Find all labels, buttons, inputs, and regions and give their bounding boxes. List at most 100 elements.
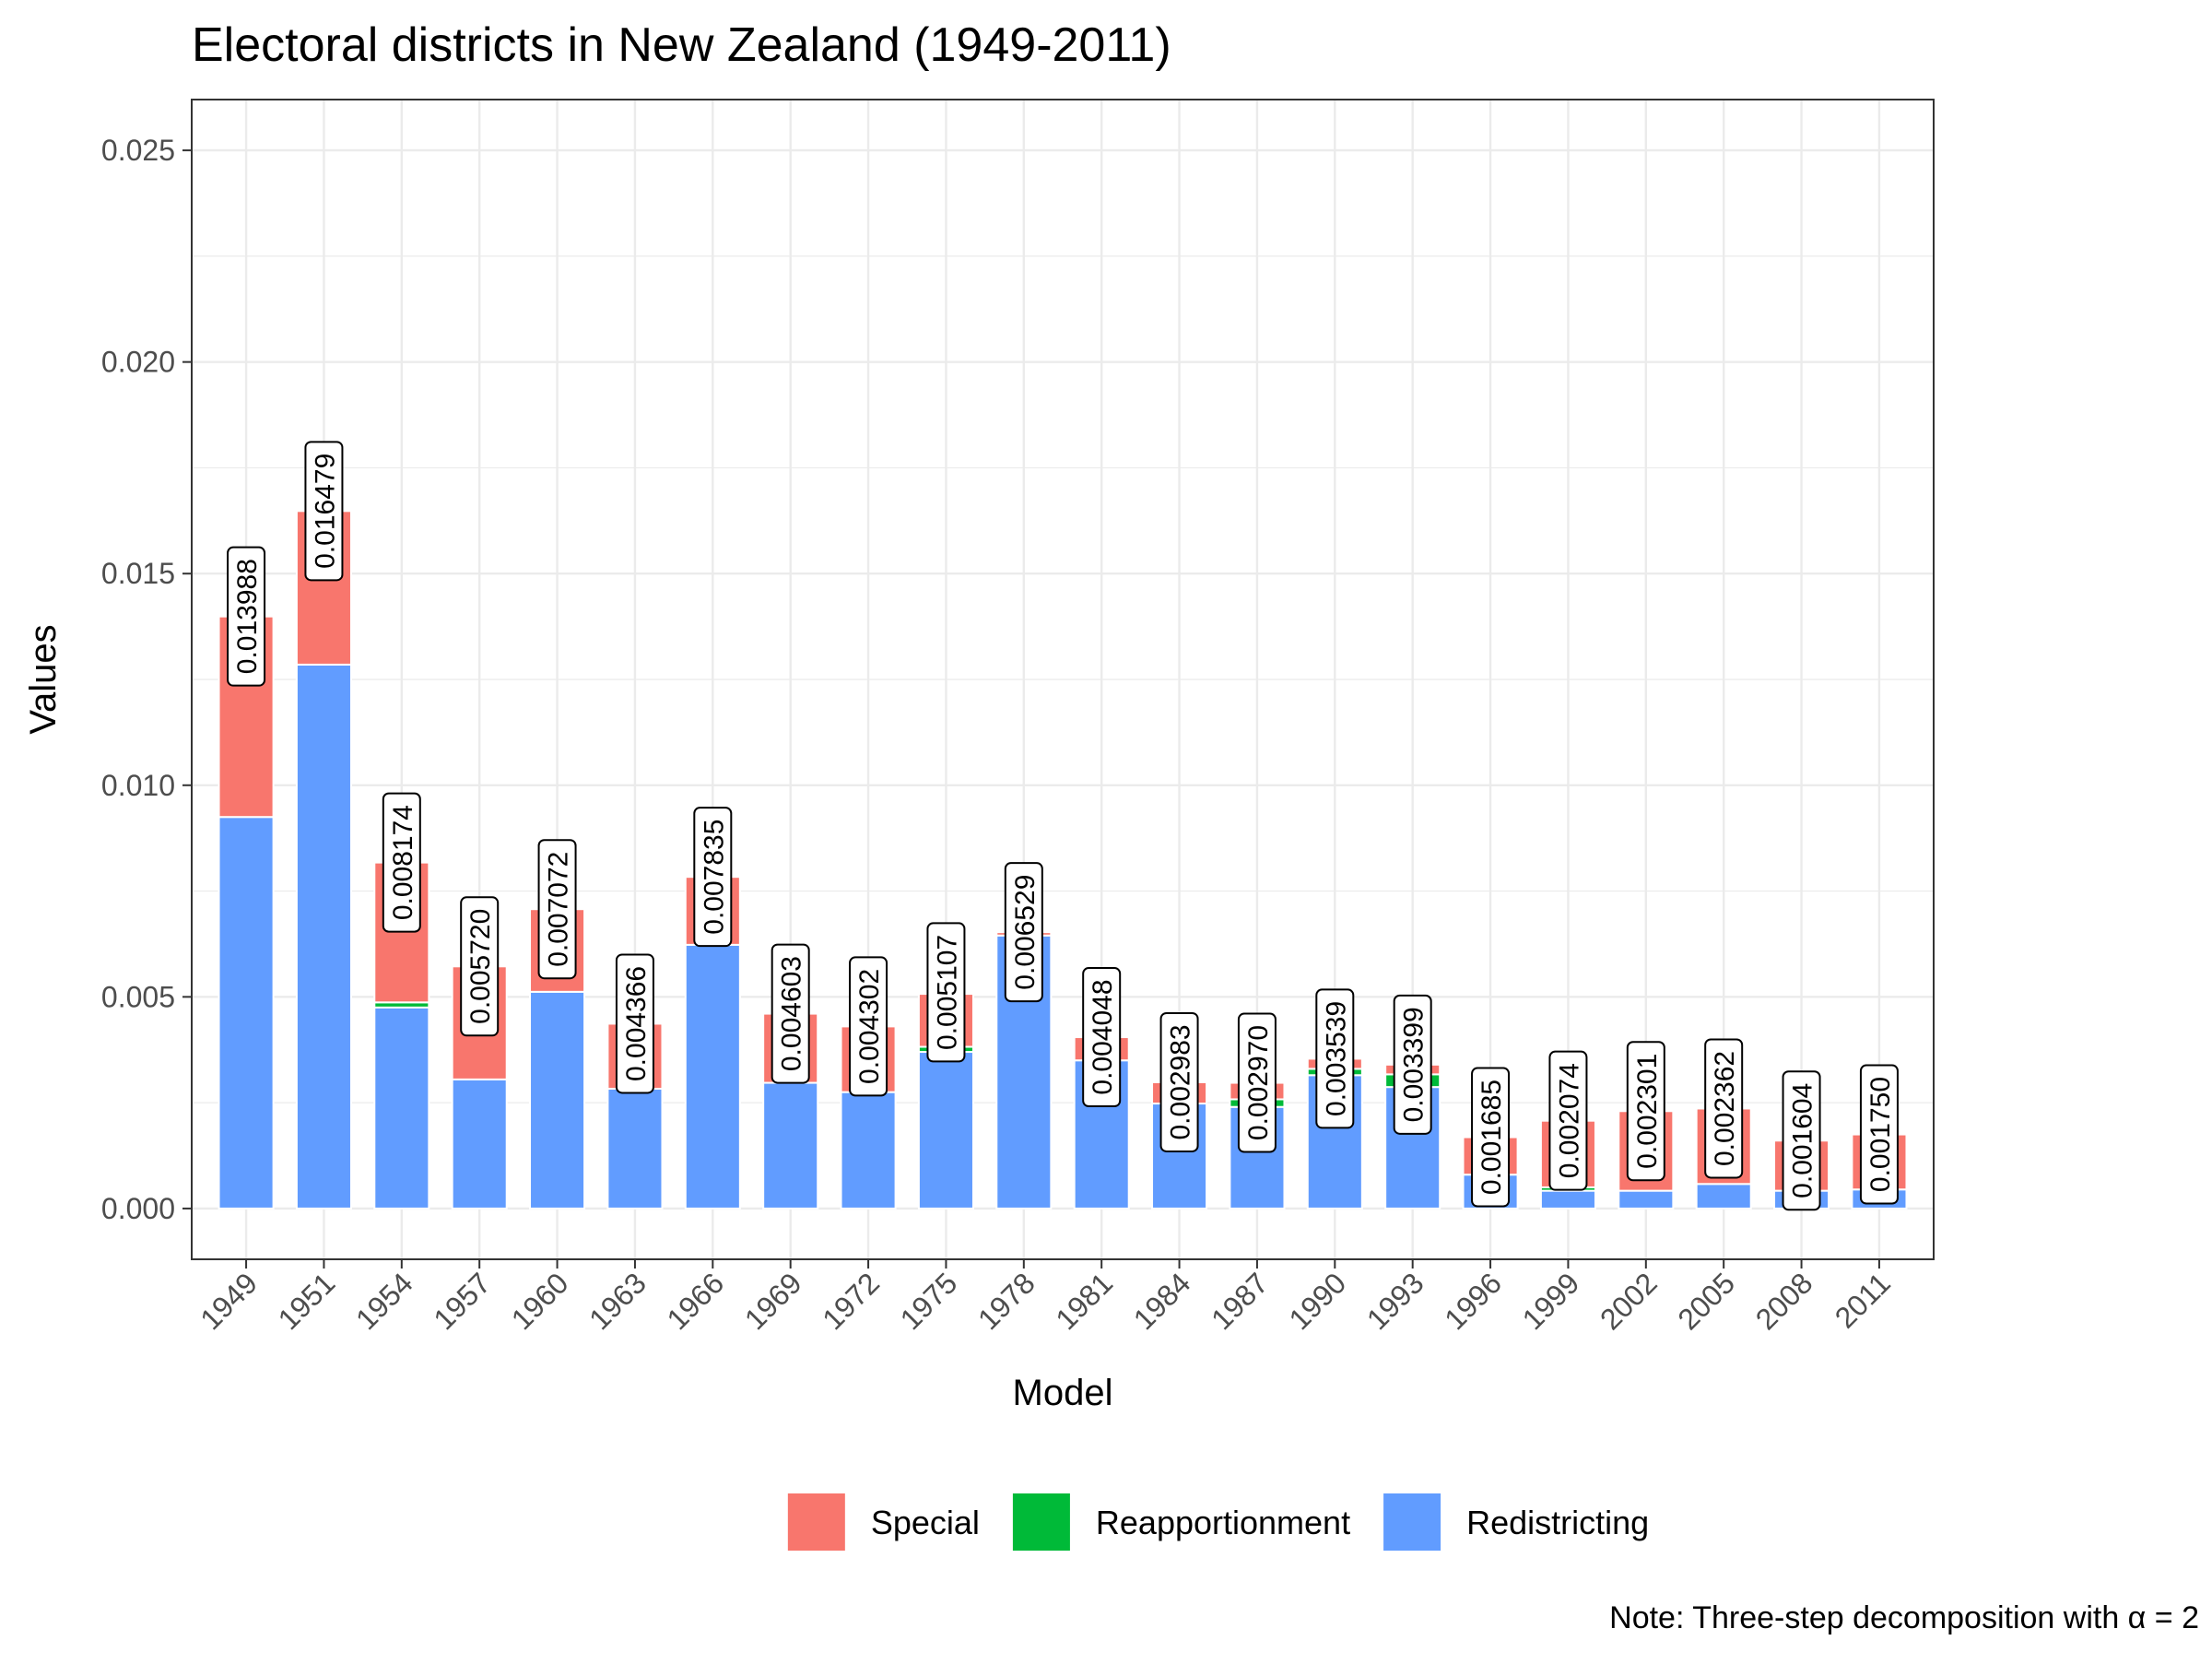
data-label-text: 0.007835 [699,820,729,935]
y-axis: 0.000 0.005 0.010 0.015 0.020 0.025 [101,134,192,1225]
x-axis-title: Model [1013,1373,1113,1413]
bar-redistricting-1966 [684,943,741,1210]
bar-redistricting-1999 [1539,1189,1596,1210]
y-tick-label: 0.020 [101,346,175,379]
legend-key-special [787,1493,845,1551]
data-label-box [227,546,266,687]
data-label-text: 0.005107 [932,935,962,1050]
data-label-text: 0.004366 [621,966,652,1081]
data-label-1972: 0.004302 [849,956,888,1097]
data-label-1966: 0.007835 [693,807,733,948]
data-label-1984: 0.002983 [1159,1011,1199,1152]
x-tick-label-1978: 1978 [971,1266,1041,1336]
data-label-text: 0.003539 [1321,1001,1351,1116]
data-label-box [1859,1064,1899,1205]
data-label-text: 0.004048 [1088,979,1118,1094]
x-tick-label-1987: 1987 [1205,1266,1275,1336]
chart-title: Electoral districts in New Zealand (1949… [192,18,1171,72]
bar-redistricting-1960 [529,990,586,1210]
data-label-box [1626,1041,1665,1182]
data-label-box [1082,967,1122,1108]
bar-redistricting-2005 [1695,1183,1752,1210]
data-label-text: 0.004603 [777,956,807,1071]
data-label-box [304,441,344,582]
data-label-box [1315,988,1355,1129]
bar-redistricting-1975 [917,1051,974,1210]
data-label-text: 0.002970 [1243,1025,1274,1140]
x-tick-label-1990: 1990 [1282,1266,1352,1336]
data-label-text: 0.001685 [1477,1080,1507,1195]
bar-redistricting-1954 [373,1006,430,1210]
data-label-1975: 0.005107 [926,922,966,1063]
data-label-box [615,953,654,1094]
x-tick-label-1960: 1960 [505,1266,575,1336]
data-label-text: 0.002301 [1632,1054,1663,1169]
data-label-box [926,922,966,1063]
y-tick-label: 0.015 [101,557,175,590]
x-tick-label-1981: 1981 [1049,1266,1119,1336]
data-label-text: 0.008174 [388,805,418,920]
data-label-box [693,807,733,948]
data-label-1978: 0.006529 [1004,862,1043,1003]
legend-key-reapportionment [1012,1493,1070,1551]
x-tick-label-2002: 2002 [1594,1266,1664,1336]
bar-redistricting-1957 [451,1078,508,1210]
data-label-box [382,792,421,933]
x-tick-label-1996: 1996 [1438,1266,1508,1336]
data-label-box [1548,1050,1588,1191]
legend: Special Reapportionment Redistricting [787,1493,1649,1551]
x-tick-label-1999: 1999 [1516,1266,1586,1336]
x-tick-label-2011: 2011 [1829,1266,1897,1334]
bar-redistricting-1963 [606,1087,664,1210]
data-label-1996: 0.001685 [1471,1067,1511,1208]
plot-border [191,99,1935,1260]
data-label-box [849,956,888,1097]
data-label-1990: 0.003539 [1315,988,1355,1129]
data-label-text: 0.016479 [310,454,340,569]
data-label-1993: 0.003399 [1393,994,1432,1135]
data-label-box [771,943,810,1084]
data-label-box [1393,994,1432,1135]
data-label-1949: 0.013988 [227,546,266,687]
x-tick-label-1963: 1963 [582,1266,653,1336]
data-label-box [1471,1067,1511,1208]
data-label-box [1782,1070,1821,1211]
y-tick-label: 0.005 [101,980,175,1013]
y-tick-label: 0.010 [101,769,175,802]
note-caption: Note: Three-step decomposition with α = … [1609,1600,2199,1635]
x-axis: 1949 1951 1954 1957 1960 1963 1966 1969 1972 1975… [194,1259,1897,1336]
x-tick-label-1957: 1957 [427,1266,497,1336]
data-label-1951: 0.016479 [304,441,344,582]
data-label-1954: 0.008174 [382,792,421,933]
data-labels: 0.013988 0.016479 0.008174 0.005720 0.007072… [227,441,1899,1211]
x-tick-label-1975: 1975 [894,1266,964,1336]
data-label-1957: 0.005720 [460,896,500,1037]
x-tick-label-1972: 1972 [816,1266,886,1336]
data-label-text: 0.006529 [1010,875,1041,990]
data-label-1960: 0.007072 [537,839,577,980]
data-label-text: 0.004302 [854,969,885,1084]
x-tick-label-2005: 2005 [1671,1266,1741,1336]
data-label-box [460,896,500,1037]
data-label-box [1159,1011,1199,1152]
legend-label-special: Special [871,1504,980,1541]
bar-redistricting-1972 [840,1091,897,1210]
x-tick-label-1966: 1966 [660,1266,730,1336]
legend-key-redistricting [1383,1493,1441,1551]
data-label-2011: 0.001750 [1859,1064,1899,1205]
data-label-1981: 0.004048 [1082,967,1122,1108]
data-label-2005: 0.002362 [1704,1038,1744,1179]
x-tick-label-1984: 1984 [1127,1266,1197,1336]
legend-label-redistricting: Redistricting [1466,1504,1649,1541]
y-tick-label: 0.025 [101,134,175,167]
data-label-text: 0.003399 [1399,1007,1430,1122]
x-tick-label-1949: 1949 [194,1266,264,1336]
y-tick-label: 0.000 [101,1192,175,1225]
x-tick-label-1951: 1951 [272,1266,342,1336]
data-label-1963: 0.004366 [615,953,654,1094]
data-label-box [537,839,577,980]
data-label-1969: 0.004603 [771,943,810,1084]
legend-label-reapportionment: Reapportionment [1096,1504,1350,1541]
